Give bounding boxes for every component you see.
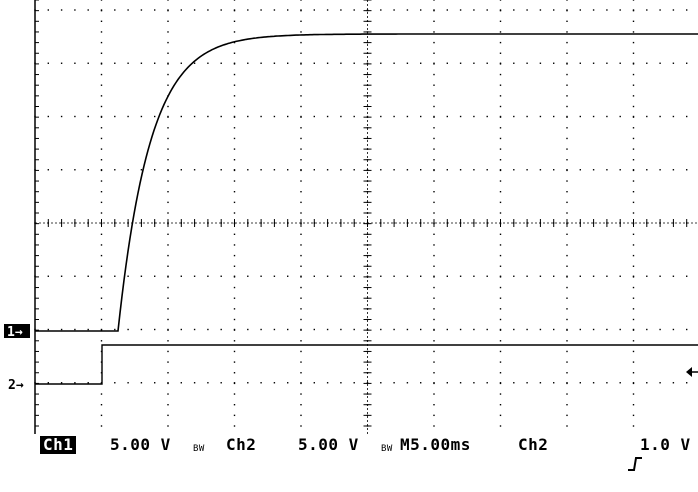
ch1-ground-marker-label: 1→ (7, 325, 23, 340)
ch2-ground-marker[interactable]: 2→ (8, 378, 24, 393)
trigger-level-arrow-icon[interactable] (686, 367, 698, 377)
trigger-level[interactable]: 1.0 V (640, 435, 691, 454)
waveform-screen: 1→ 2→ (4, 0, 698, 434)
ch1-scale: 5.00 V (110, 435, 171, 454)
ch2-bandwidth-limit-icon: BW (381, 444, 393, 454)
rising-edge-icon (566, 436, 643, 492)
ch2-trace (35, 344, 698, 385)
ch1-trace (35, 33, 698, 332)
ch2-scale: 5.00 V (298, 435, 359, 454)
ch1-ground-marker[interactable] (4, 324, 30, 338)
oscilloscope-display: 1→ 2→ Ch1 5.00 V BW Ch2 5.00 V BW M5.00m… (0, 0, 698, 471)
trigger-source[interactable]: Ch2 (518, 435, 549, 454)
ch2-label[interactable]: Ch2 (226, 435, 257, 454)
ch1-label-badge[interactable]: Ch1 (40, 436, 77, 454)
status-bar: Ch1 5.00 V BW Ch2 5.00 V BW M5.00ms Ch2 … (0, 434, 698, 471)
graticule-grid (34, 0, 698, 434)
ch1-bandwidth-limit-icon: BW (193, 444, 205, 454)
timebase-readout[interactable]: M5.00ms (400, 435, 471, 454)
